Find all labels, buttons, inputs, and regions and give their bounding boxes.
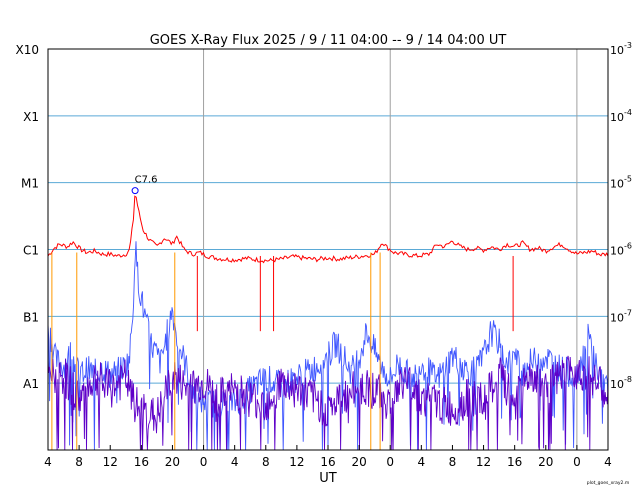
x-tick-label: 8 <box>75 455 83 469</box>
y-tick-label: M1 <box>21 177 39 191</box>
y2-tick-label: 10-3 <box>610 41 632 57</box>
axis-ticks: X10 X1 M1 C1 B1 A1 10-3 10-4 10-5 10-6 10-7 10-8 4 8 1… <box>16 41 632 469</box>
x-tick-label: 4 <box>231 455 239 469</box>
y2-tick-label: 10-4 <box>610 108 632 124</box>
x-tick-label: 4 <box>418 455 426 469</box>
x-tick-label: 4 <box>604 455 612 469</box>
credit-text: plot_goes_xray2.m <box>587 480 629 486</box>
x-tick-label: 16 <box>320 455 335 469</box>
x-tick-label: 20 <box>538 455 553 469</box>
x-tick-label: 20 <box>351 455 366 469</box>
x-axis-label: UT <box>319 471 337 486</box>
peak-annotation: C7.6 <box>131 175 158 195</box>
x-tick-label: 16 <box>507 455 522 469</box>
series-layer <box>47 195 609 451</box>
x-tick-label: 16 <box>134 455 149 469</box>
x-tick-label: 12 <box>476 455 491 469</box>
y-tick-label: A1 <box>23 377 39 391</box>
y2-tick-label: 10-8 <box>610 375 632 391</box>
x-tick-label: 0 <box>386 455 394 469</box>
y-tick-label: B1 <box>23 310 39 324</box>
x-tick-label: 8 <box>262 455 270 469</box>
y2-tick-label: 10-6 <box>610 242 632 258</box>
y-tick-label: X1 <box>23 110 39 124</box>
x-tick-label: 0 <box>200 455 208 469</box>
y2-tick-label: 10-7 <box>610 308 632 324</box>
peak-marker-icon <box>131 187 139 195</box>
y-tick-label: X10 <box>16 43 40 57</box>
grid-lines <box>48 49 608 450</box>
x-tick-label: 8 <box>449 455 457 469</box>
y2-tick-label: 10-5 <box>610 175 632 191</box>
series-line-1 <box>47 241 609 451</box>
series-line-0 <box>47 195 609 264</box>
x-tick-label: 12 <box>103 455 118 469</box>
peak-label: C7.6 <box>135 175 158 186</box>
series-line-2 <box>47 355 609 451</box>
chart-title: GOES X-Ray Flux 2025 / 9 / 11 04:00 -- 9… <box>150 33 507 48</box>
x-tick-label: 12 <box>289 455 304 469</box>
x-tick-label: 0 <box>573 455 581 469</box>
y-tick-label: C1 <box>23 244 39 258</box>
x-tick-label: 4 <box>44 455 52 469</box>
x-tick-label: 20 <box>165 455 180 469</box>
event-markers <box>51 252 514 450</box>
